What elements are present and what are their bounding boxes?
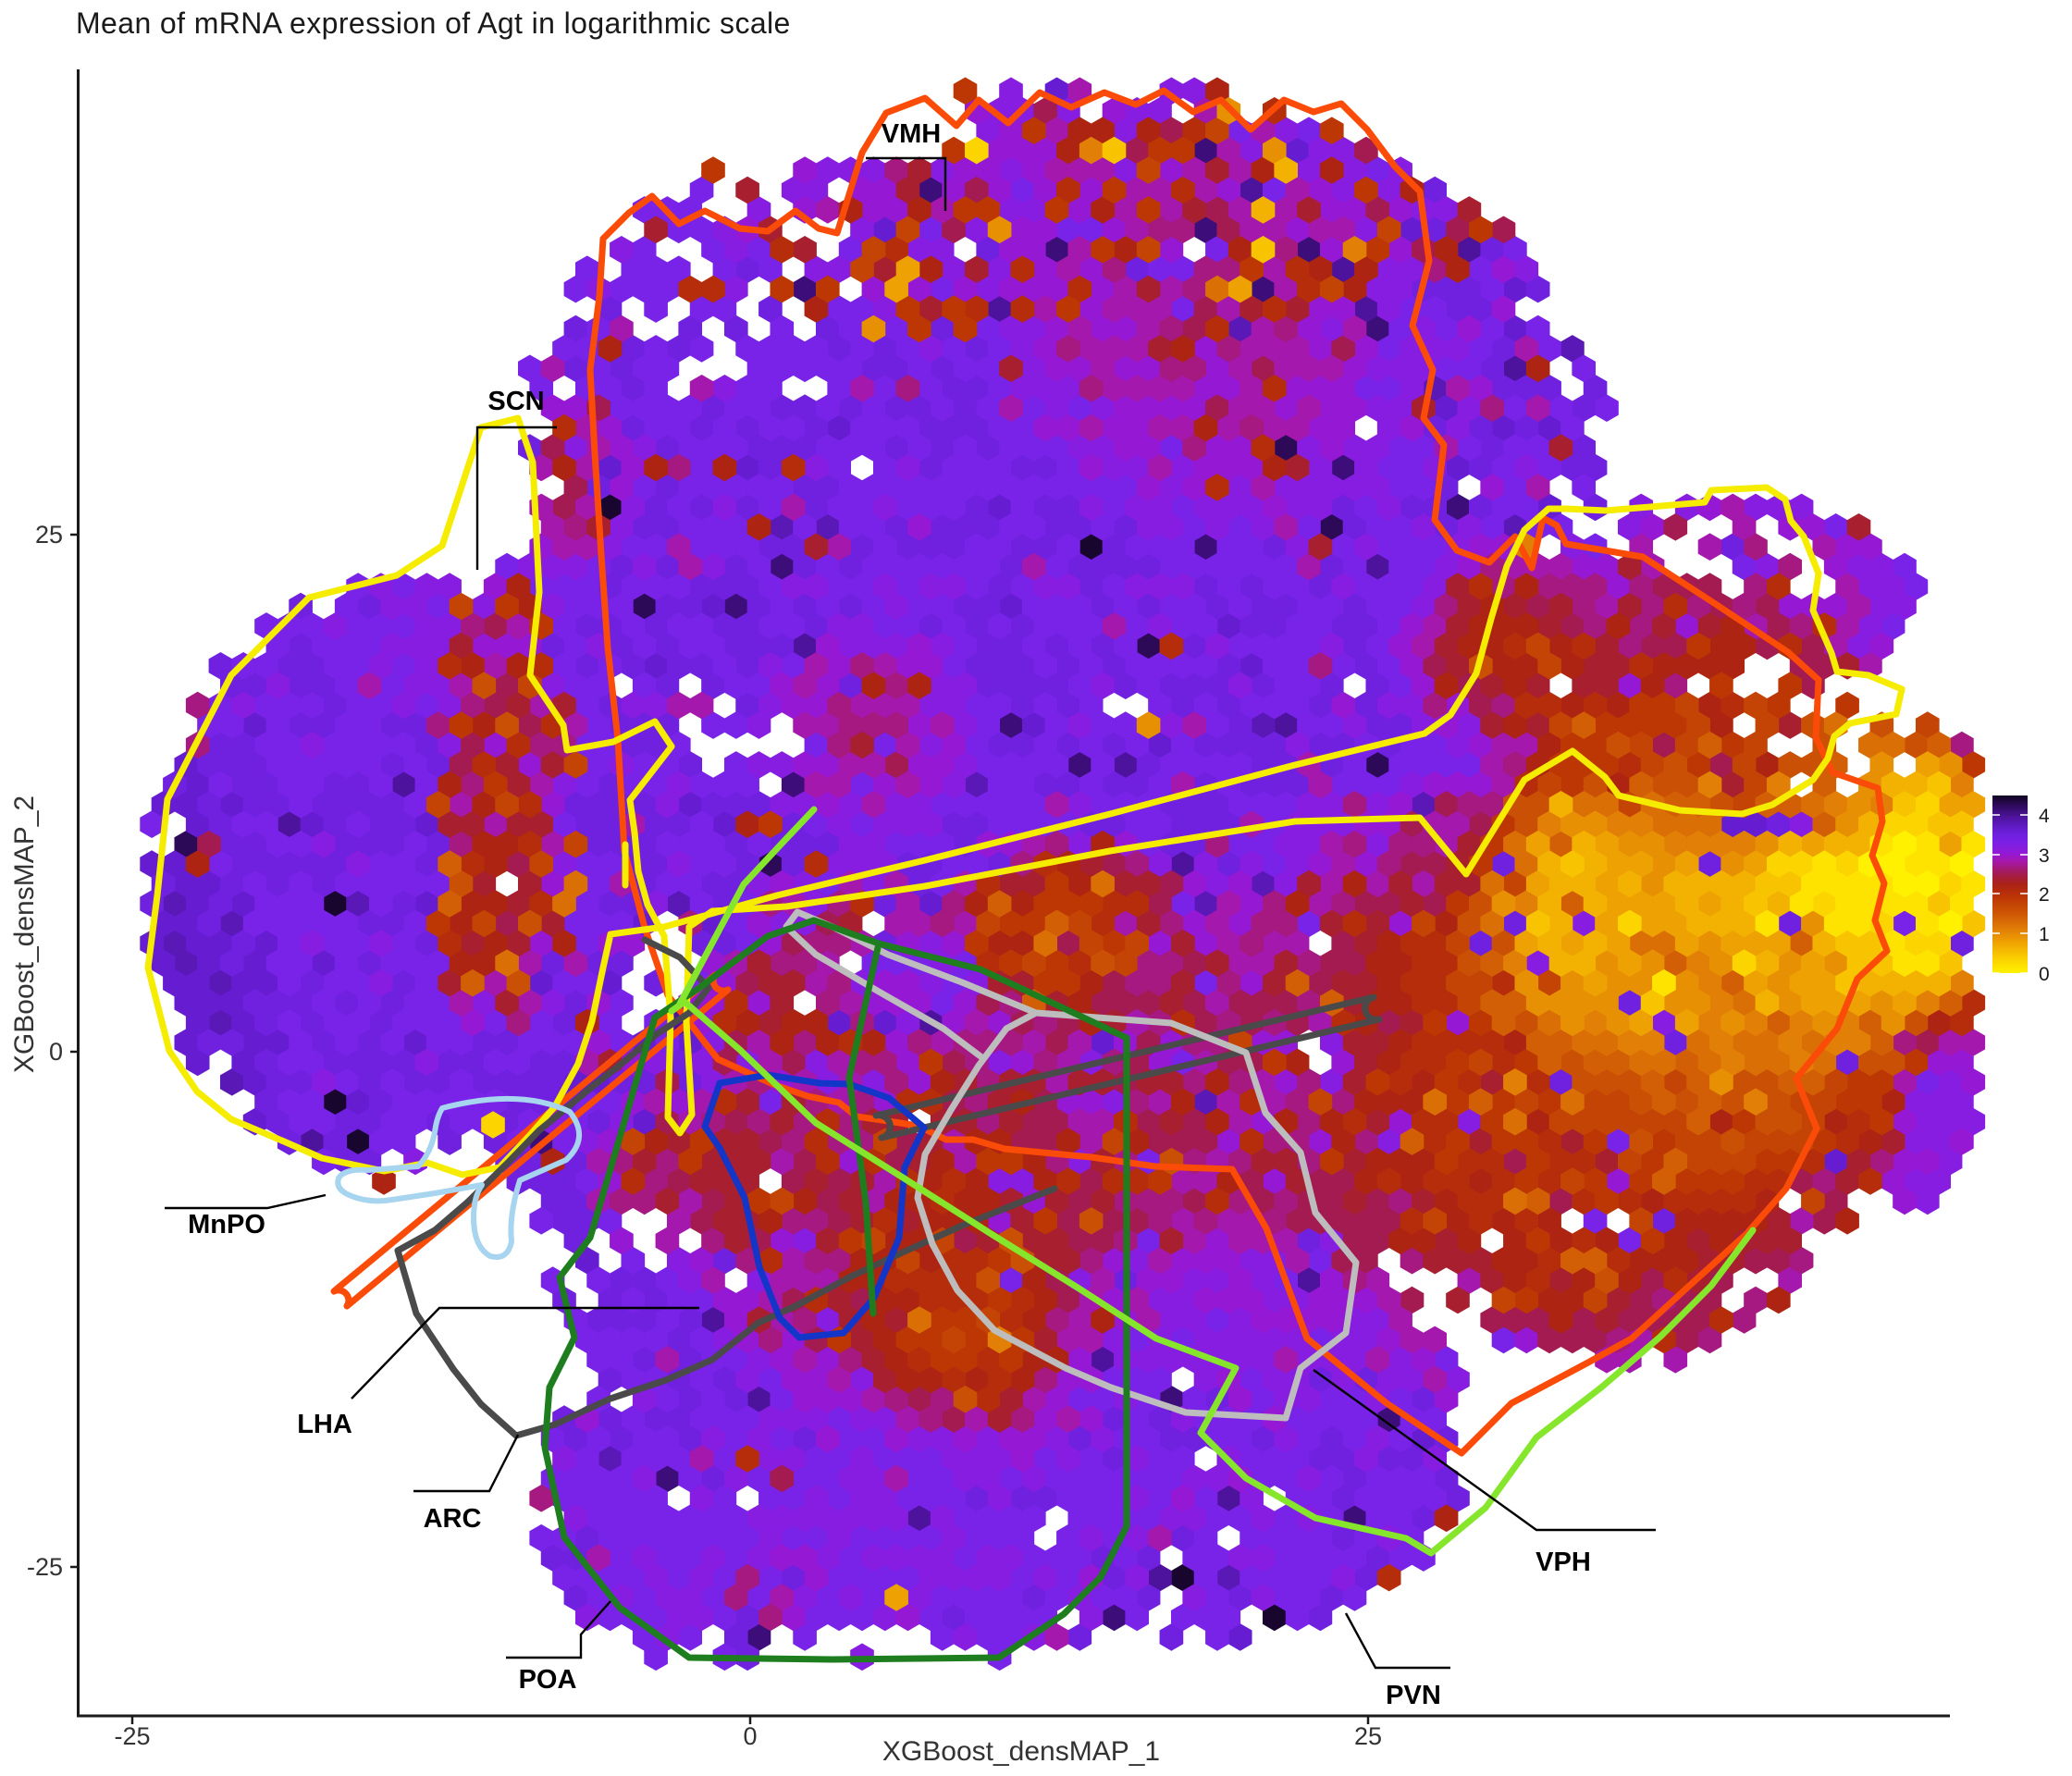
- svg-text:MnPO: MnPO: [188, 1210, 265, 1240]
- svg-text:ARC: ARC: [424, 1504, 482, 1534]
- svg-text:VMH: VMH: [882, 119, 941, 149]
- svg-text:3: 3: [2039, 845, 2050, 867]
- svg-text:-25: -25: [114, 1722, 150, 1750]
- svg-text:POA: POA: [519, 1665, 577, 1695]
- svg-text:0: 0: [49, 1038, 63, 1066]
- svg-text:0: 0: [743, 1722, 757, 1750]
- svg-text:0: 0: [2039, 964, 2050, 985]
- svg-text:SCN: SCN: [487, 387, 544, 416]
- svg-text:25: 25: [35, 521, 63, 549]
- svg-text:XGBoost_densMAP_1: XGBoost_densMAP_1: [882, 1736, 1160, 1767]
- svg-text:-25: -25: [27, 1553, 63, 1581]
- svg-text:1: 1: [2039, 924, 2050, 945]
- svg-text:Mean of mRNA expression of Agt: Mean of mRNA expression of Agt in logari…: [76, 6, 791, 40]
- svg-text:4: 4: [2039, 806, 2050, 827]
- svg-text:LHA: LHA: [297, 1410, 352, 1439]
- svg-text:2: 2: [2039, 884, 2050, 906]
- svg-text:25: 25: [1354, 1722, 1382, 1750]
- svg-text:XGBoost_densMAP_2: XGBoost_densMAP_2: [9, 796, 40, 1073]
- svg-text:VPH: VPH: [1536, 1548, 1591, 1577]
- svg-text:PVN: PVN: [1386, 1681, 1441, 1710]
